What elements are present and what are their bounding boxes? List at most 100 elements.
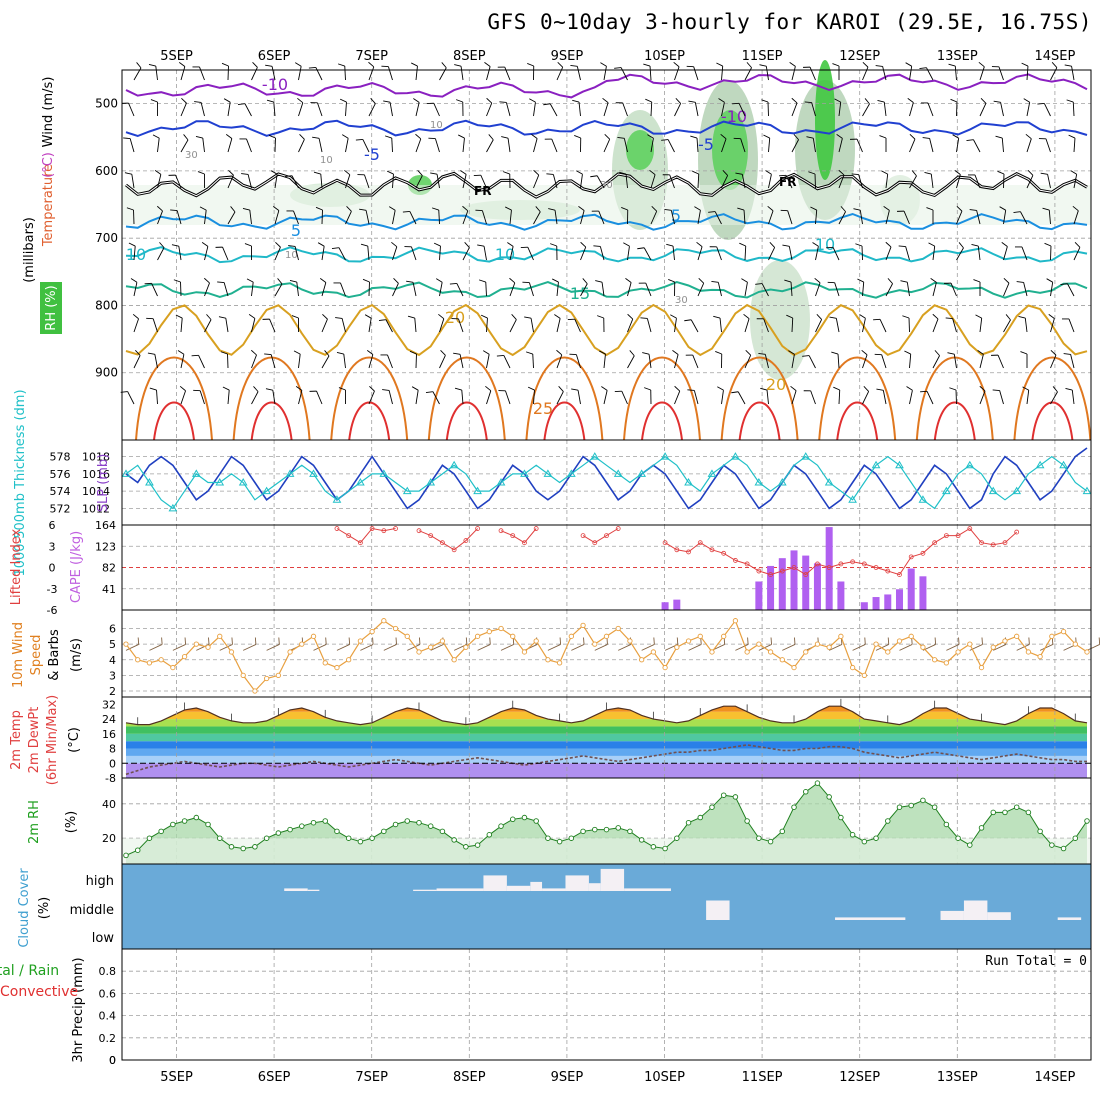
- lifted-index-point: [615, 526, 621, 531]
- upper-wind-barb: [180, 318, 183, 333]
- lifted-index-line: [582, 528, 619, 544]
- upper-wind-barb: [391, 241, 398, 248]
- upper-wind-barb: [321, 246, 325, 261]
- surface-wind-barb: [993, 644, 1007, 651]
- upper-wind-barb: [482, 350, 490, 355]
- upper-wind-barb: [345, 211, 352, 225]
- upper-wind-barb: [415, 175, 423, 189]
- upper-wind-barb: [862, 282, 865, 297]
- rh-point: [756, 835, 762, 841]
- isotherm-label: 20: [445, 308, 465, 327]
- thickness-point: [660, 452, 670, 460]
- upper-wind-barb: [761, 99, 769, 103]
- surface-wind-barb: [208, 637, 210, 645]
- lifted-index-point: [733, 558, 738, 563]
- surface-wind-barb: [383, 644, 397, 651]
- upper-wind-barb: [331, 247, 339, 249]
- rh-point: [896, 804, 903, 810]
- upper-wind-barb: [574, 134, 581, 139]
- upper-wind-barb: [973, 139, 981, 153]
- upper-wind-barb: [1025, 133, 1032, 140]
- isotherm-label: -5: [698, 135, 714, 154]
- upper-wind-barb: [324, 350, 330, 357]
- rh-point: [158, 828, 164, 835]
- upper-wind-barb: [319, 277, 327, 283]
- day-label-bottom: 10SEP: [644, 1070, 685, 1085]
- upper-wind-barb: [713, 315, 721, 319]
- upper-wind-barb: [840, 206, 846, 212]
- upper-wind-barb: [759, 64, 767, 67]
- upper-wind-barb: [953, 354, 957, 369]
- upper-wind-barb: [697, 246, 703, 261]
- upper-wind-barb: [180, 390, 186, 405]
- rh-point: [943, 821, 950, 828]
- rh-point: [463, 844, 469, 850]
- wind-speed-point: [978, 664, 985, 671]
- upper-wind-barb: [717, 386, 724, 391]
- rh-shading: [122, 185, 1091, 225]
- upper-wind-barb: [535, 206, 541, 213]
- upper-wind-barb: [1048, 210, 1051, 225]
- upper-wind-barb: [488, 134, 494, 141]
- day-label-bottom: 8SEP: [453, 1070, 486, 1085]
- surface-wind-barb: [559, 637, 562, 645]
- upper-wind-barb: [382, 389, 390, 391]
- upper-wind-barb: [693, 390, 699, 405]
- precip-tick-label: 0.8: [99, 965, 117, 978]
- upper-wind-barb: [708, 211, 716, 213]
- upper-wind-barb: [578, 206, 585, 211]
- upper-wind-barb: [392, 210, 396, 225]
- upper-wind-barb: [368, 354, 374, 369]
- upper-wind-barb: [929, 138, 934, 153]
- upper-wind-barb: [909, 354, 912, 369]
- upper-wind-barb: [570, 64, 578, 67]
- upper-wind-barb: [480, 175, 487, 189]
- upper-wind-barb: [453, 352, 461, 355]
- upper-wind-barb: [902, 315, 910, 319]
- wind-speed-point: [346, 657, 352, 663]
- rh-point: [638, 837, 645, 843]
- surface-wind-barb: [946, 644, 960, 651]
- wind-speed-point: [357, 638, 364, 644]
- upper-wind-barb: [779, 174, 787, 177]
- upper-wind-barb: [336, 352, 344, 355]
- upper-wind-barb: [768, 247, 776, 261]
- upper-wind-barb: [922, 137, 930, 139]
- upper-wind-barb: [782, 244, 790, 247]
- upper-wind-barb: [999, 206, 1006, 211]
- lifted-index-point: [451, 547, 457, 553]
- upper-wind-barb: [604, 133, 611, 140]
- surface-wind-barb: [336, 644, 350, 651]
- rh-point: [474, 842, 481, 848]
- upper-wind-barb: [413, 98, 420, 103]
- wind-speed-point: [416, 649, 422, 655]
- upper-wind-barb: [1047, 174, 1051, 189]
- rh-point: [427, 823, 434, 829]
- upper-wind-barb: [815, 246, 819, 261]
- upper-wind-barb: [765, 66, 769, 81]
- upper-wind-barb: [909, 102, 914, 117]
- upper-wind-barb: [862, 354, 868, 369]
- upper-wind-barb: [436, 174, 440, 189]
- upper-wind-barb: [411, 246, 417, 261]
- thickness-point: [754, 478, 764, 486]
- upper-wind-barb: [131, 174, 135, 189]
- rh-contour-label: 10: [285, 250, 298, 261]
- upper-wind-barb: [383, 100, 391, 103]
- rh-point: [838, 814, 844, 821]
- thickness-point: [1012, 486, 1022, 495]
- upper-wind-barb: [1071, 390, 1075, 405]
- cloud-units-label: (%): [37, 897, 52, 920]
- upper-wind-barb: [417, 170, 423, 176]
- upper-wind-barb: [717, 282, 722, 297]
- cloud-block: [835, 917, 906, 920]
- upper-wind-barb: [768, 210, 774, 225]
- upper-wind-barb: [855, 243, 863, 247]
- upper-wind-barb: [152, 134, 160, 139]
- rh-point: [826, 794, 832, 800]
- upper-wind-barb: [123, 137, 131, 139]
- upper-wind-barb: [815, 319, 823, 333]
- lifted-index-point: [662, 540, 668, 546]
- upper-wind-barb: [969, 209, 977, 211]
- upper-wind-barb: [979, 66, 985, 81]
